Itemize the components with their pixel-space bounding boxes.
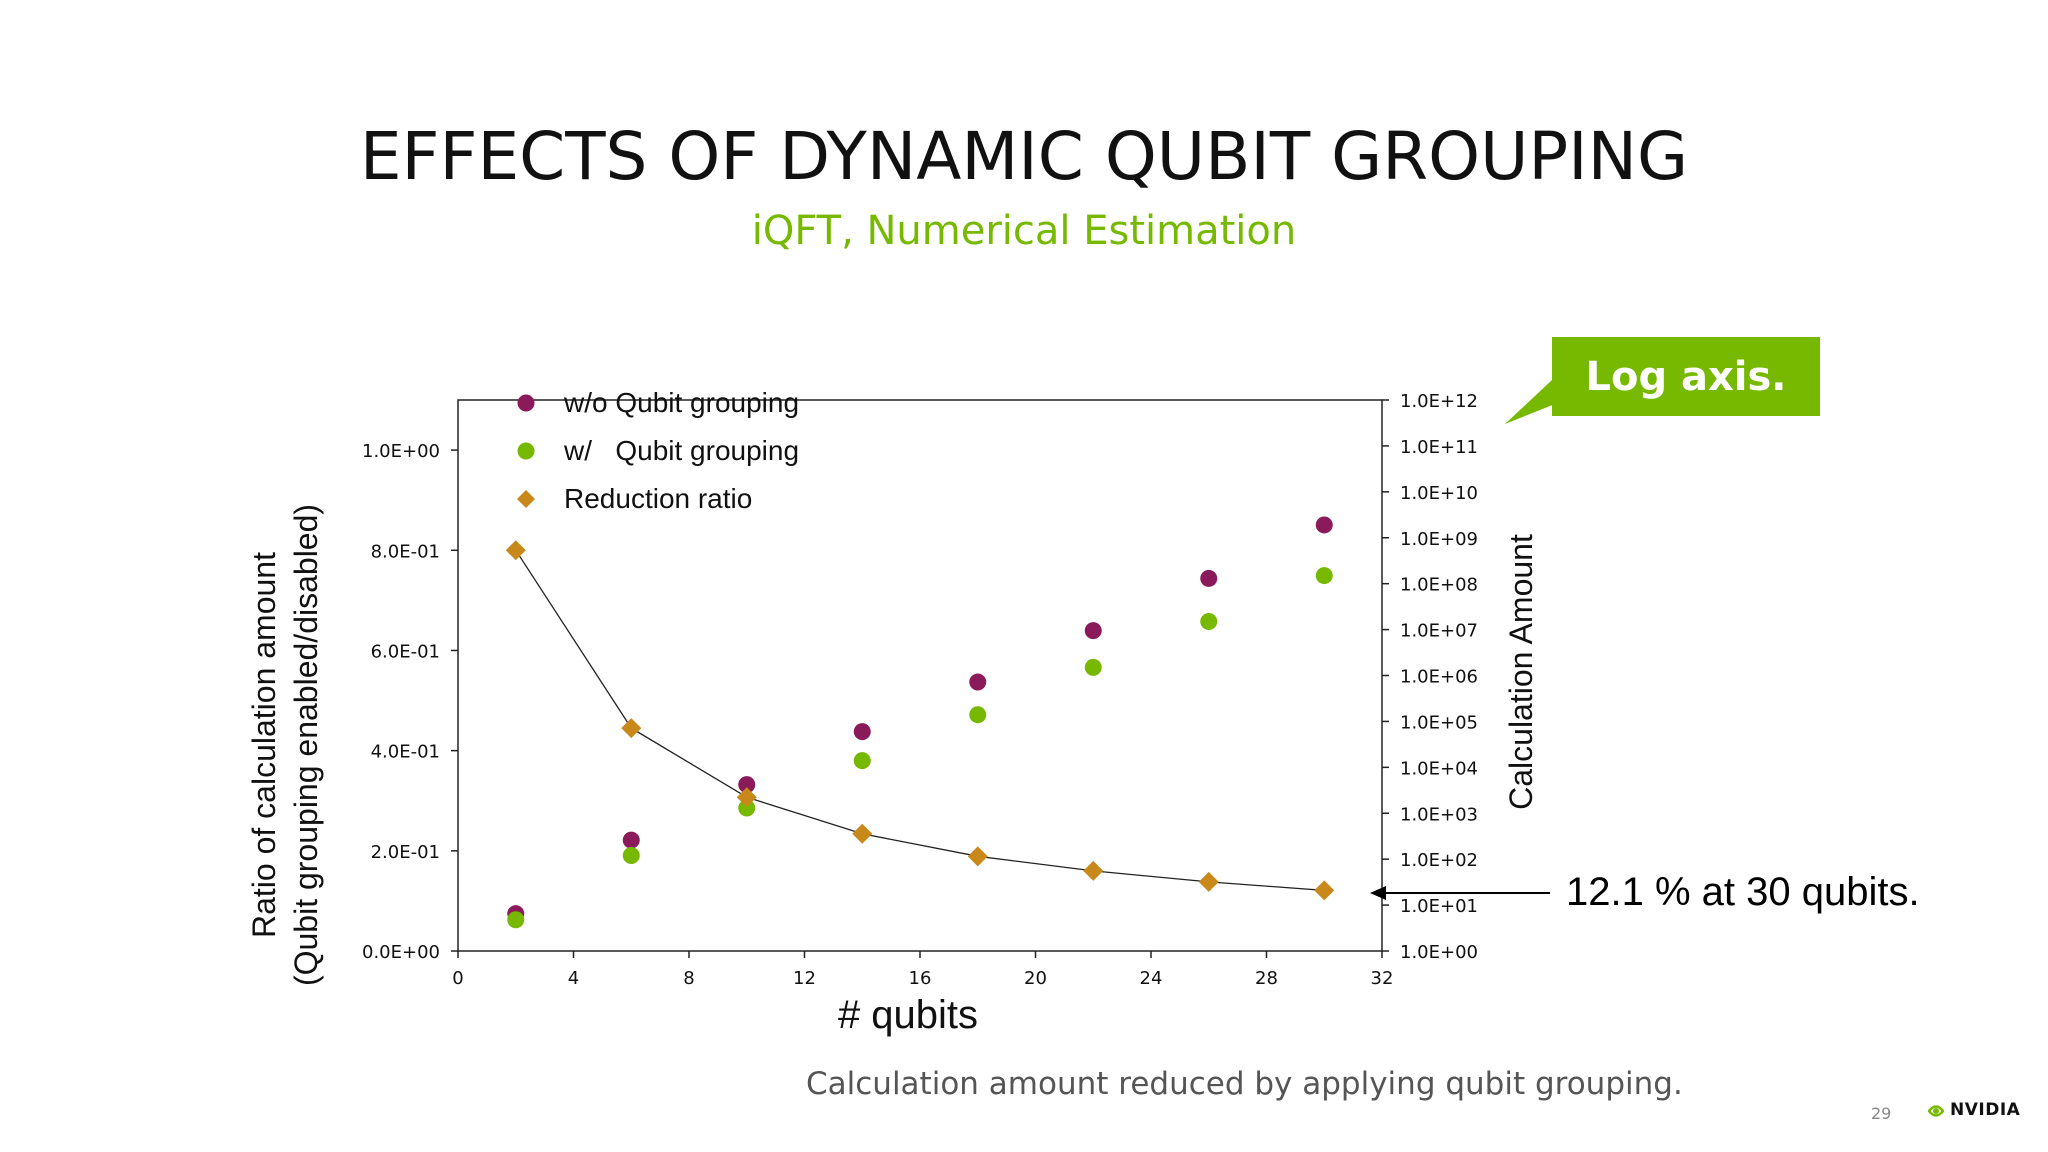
y-right-tick-label: 1.0E+11 (1400, 437, 1478, 458)
x-tick-label: 4 (568, 968, 579, 989)
data-point-without-grouping (1315, 516, 1333, 534)
callout-pointer (1505, 380, 1565, 424)
data-point-with-grouping (738, 799, 756, 817)
x-tick-label: 28 (1255, 968, 1278, 989)
data-point-with-grouping (507, 911, 525, 929)
y-left-tick-label: 8.0E-01 (371, 541, 440, 562)
legend-label: Reduction ratio (564, 483, 752, 514)
annotation-text: 12.1 % at 30 qubits. (1566, 870, 1920, 914)
y-right-tick-label: 1.0E+02 (1400, 850, 1478, 871)
data-point-reduction-ratio (505, 540, 526, 561)
legend-label: w/o Qubit grouping (563, 387, 799, 418)
data-point-with-grouping (1315, 567, 1333, 585)
slide-subtitle: iQFT, Numerical Estimation (751, 208, 1297, 254)
y-left-tick-label: 4.0E-01 (371, 742, 440, 763)
legend-marker-reduction-ratio (517, 490, 535, 508)
x-tick-label: 32 (1371, 968, 1394, 989)
x-tick-label: 24 (1140, 968, 1163, 989)
data-point-without-grouping (969, 673, 987, 691)
log-axis-callout: Log axis. (1552, 337, 1820, 416)
y-right-tick-label: 1.0E+00 (1400, 942, 1478, 963)
slide-title: EFFECTS OF DYNAMIC QUBIT GROUPING (359, 118, 1689, 195)
legend-marker-with-grouping (517, 442, 535, 460)
axes-layer: 0 4 8 12 16 20 24 28 32 0.0E+00 2.0E-01 4.0E-01 6.0E… (362, 391, 1478, 989)
y-right-tick-label: 1.0E+07 (1400, 621, 1478, 642)
data-point-reduction-ratio (621, 718, 642, 739)
data-point-without-grouping (1200, 569, 1218, 587)
x-tick-label: 0 (452, 968, 463, 989)
data-point-reduction-ratio (967, 846, 988, 867)
y-right-tick-label: 1.0E+01 (1400, 896, 1478, 917)
y-right-tick-label: 1.0E+08 (1400, 575, 1478, 596)
x-tick-label: 16 (909, 968, 932, 989)
legend-label: w/ Qubit grouping (563, 435, 799, 466)
marks-layer (505, 516, 1335, 929)
y-right-axis-label: Calculation Amount (1503, 534, 1539, 810)
data-point-without-grouping (738, 776, 756, 794)
data-point-without-grouping (622, 831, 640, 849)
legend: w/o Qubit grouping w/ Qubit grouping Reduc… (517, 387, 799, 514)
y-right-tick-label: 1.0E+12 (1400, 391, 1478, 412)
data-point-without-grouping (1084, 622, 1102, 640)
nvidia-eye-icon (1928, 1105, 1944, 1117)
data-point-reduction-ratio (852, 823, 873, 844)
y-left-tick-label: 1.0E+00 (362, 441, 440, 462)
data-point-with-grouping (853, 752, 871, 770)
y-right-tick-label: 1.0E+03 (1400, 804, 1478, 825)
brand-logo: NVIDIA (1950, 1100, 2021, 1120)
slide-caption: Calculation amount reduced by applying q… (806, 1066, 1683, 1102)
data-point-with-grouping (622, 847, 640, 865)
page-number: 29 (1871, 1104, 1892, 1123)
x-tick-label: 12 (793, 968, 816, 989)
y-right-tick-label: 1.0E+06 (1400, 667, 1478, 688)
data-point-with-grouping (1200, 612, 1218, 630)
data-point-reduction-ratio (1314, 880, 1335, 901)
data-point-with-grouping (969, 706, 987, 724)
y-left-tick-label: 2.0E-01 (371, 842, 440, 863)
annotation-arrow (1370, 886, 1550, 900)
series-line-reduction-ratio (515, 549, 1325, 892)
legend-marker-without-grouping (517, 394, 535, 412)
x-axis-label: # qubits (838, 993, 978, 1037)
y-right-tick-label: 1.0E+09 (1400, 529, 1478, 550)
y-left-tick-label: 0.0E+00 (362, 942, 440, 963)
x-tick-label: 8 (683, 968, 694, 989)
data-point-reduction-ratio (736, 787, 757, 808)
data-point-reduction-ratio (1198, 871, 1219, 892)
data-point-without-grouping (853, 723, 871, 741)
y-left-tick-label: 6.0E-01 (371, 641, 440, 662)
y-right-tick-label: 1.0E+04 (1400, 758, 1478, 779)
y-right-tick-label: 1.0E+05 (1400, 712, 1478, 733)
x-tick-label: 20 (1024, 968, 1047, 989)
y-left-axis-label-line2: (Qubit grouping enabled/disabled) (288, 504, 324, 986)
y-right-tick-label: 1.0E+10 (1400, 483, 1478, 504)
y-left-axis-label: Ratio of calculation amount (246, 552, 282, 938)
data-point-with-grouping (1084, 658, 1102, 676)
data-point-reduction-ratio (1083, 860, 1104, 881)
